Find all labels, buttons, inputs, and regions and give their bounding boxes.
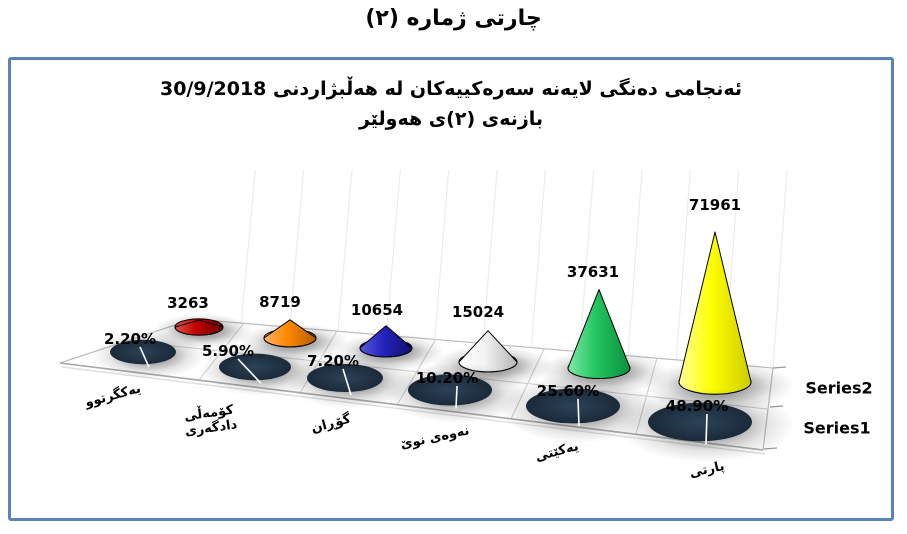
background-gridline xyxy=(240,169,256,324)
series-axis-tick xyxy=(772,366,787,369)
page-title: چارتی ژماره (٢) xyxy=(365,6,542,31)
value-label-cat-6: 71961 xyxy=(688,196,742,214)
background-gridline xyxy=(385,169,401,336)
cone-cat-6 xyxy=(678,231,752,395)
background-gridline xyxy=(337,169,353,332)
value-label-cat-4: 15024 xyxy=(451,302,505,321)
flat-marker-cat-4 xyxy=(408,374,492,406)
value-label-cat-2: 8719 xyxy=(259,292,301,311)
percent-label-cat-3: 7.20% xyxy=(306,352,360,370)
background-gridline xyxy=(289,169,305,328)
cone-cat-5 xyxy=(567,289,631,380)
background-gridline xyxy=(530,169,546,348)
value-label-cat-3: 10654 xyxy=(350,300,404,319)
background-gridline xyxy=(772,169,788,369)
percent-label-cat-5: 25.60% xyxy=(536,382,600,400)
percent-leader-line xyxy=(139,346,150,368)
value-label-cat-1: 3263 xyxy=(167,294,209,313)
chart-title-line2: بازنەی (٢)ی هەولێر xyxy=(358,108,544,130)
flat-marker-cat-6 xyxy=(648,402,752,442)
percent-label-cat-1: 2.20% xyxy=(103,330,157,348)
cone-cat-1 xyxy=(174,319,224,336)
flat-marker-cat-2 xyxy=(219,353,291,381)
chart-title: ئەنجامی دەنگی لایەنە سەرەکییەکان لە هەڵب… xyxy=(8,74,894,134)
series-label-series1: Series1 xyxy=(803,418,871,438)
percent-label-cat-4: 10.20% xyxy=(415,369,479,387)
chart-title-line1: ئەنجامی دەنگی لایەنە سەرەکییەکان لە هەڵب… xyxy=(159,78,742,100)
flat-marker-cat-5 xyxy=(526,388,620,424)
percent-leader-line xyxy=(237,358,262,384)
background-gridline xyxy=(675,169,691,360)
cone-cat-2 xyxy=(263,319,317,348)
percent-leader-line xyxy=(705,413,708,445)
series-label-series2: Series2 xyxy=(805,378,873,398)
cone-cat-3 xyxy=(359,325,413,358)
background-gridline xyxy=(579,169,595,352)
percent-leader-line xyxy=(577,398,580,427)
background-gridline xyxy=(434,169,450,340)
percent-leader-line xyxy=(455,385,458,409)
percent-label-cat-6: 48.90% xyxy=(665,397,729,415)
background-gridline xyxy=(482,169,498,344)
percent-leader-line xyxy=(342,368,352,396)
value-label-cat-5: 37631 xyxy=(566,262,620,281)
percent-label-cat-2: 5.90% xyxy=(201,342,255,360)
background-gridline xyxy=(627,169,643,356)
